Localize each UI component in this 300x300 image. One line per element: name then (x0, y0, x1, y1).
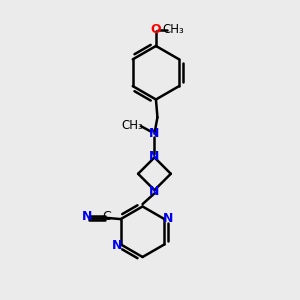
Text: N: N (112, 239, 122, 252)
Text: N: N (163, 212, 173, 225)
Text: CH₃: CH₃ (162, 23, 184, 36)
Text: CH₃: CH₃ (121, 118, 143, 131)
Text: N: N (149, 127, 160, 140)
Text: N: N (149, 184, 160, 197)
Text: N: N (82, 210, 92, 223)
Text: N: N (149, 150, 160, 163)
Text: O: O (151, 23, 161, 36)
Text: C: C (103, 210, 111, 223)
